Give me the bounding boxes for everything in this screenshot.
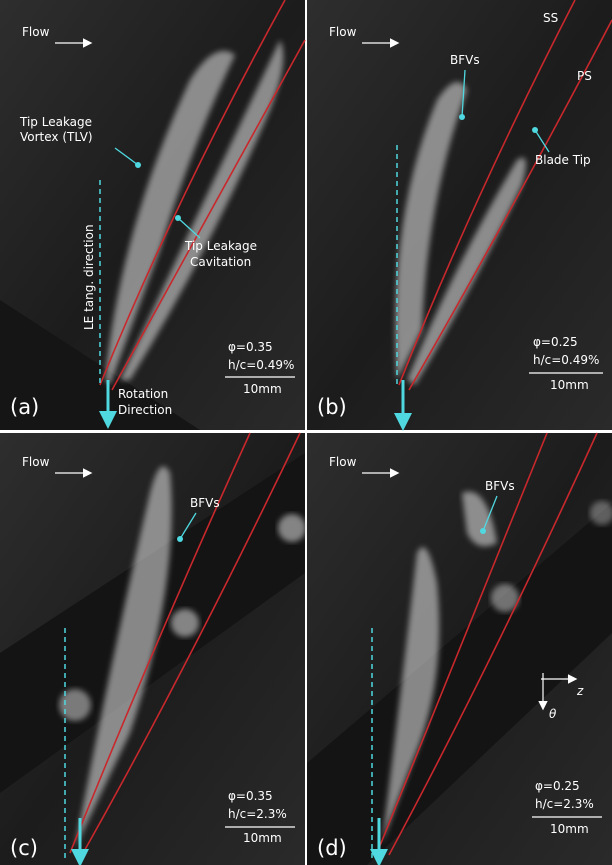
blade-edge	[408, 19, 612, 391]
phi: φ=0.35	[228, 340, 273, 354]
scale-label: 10mm	[243, 382, 282, 396]
flow-label: Flow	[22, 25, 50, 39]
annotation: BFVs	[190, 496, 220, 510]
annotation: Tip Leakage	[19, 115, 92, 129]
annotation: SS	[543, 11, 558, 25]
panel-c: Flow BFVs φ=0.35 h/c=2.3% 10mm (c)	[0, 432, 306, 865]
reflection	[171, 609, 199, 637]
panel-label: (c)	[10, 836, 38, 860]
annotation: Direction	[118, 403, 172, 417]
leader-dot	[175, 215, 181, 221]
cavitation	[120, 40, 284, 380]
axis-label: θ	[549, 707, 557, 721]
blade-edge	[376, 432, 548, 854]
leader	[114, 147, 139, 166]
annotation: Vortex (TLV)	[20, 130, 93, 144]
scale-label: 10mm	[550, 822, 589, 836]
blade-edge	[111, 39, 306, 391]
annotation: PS	[577, 69, 592, 83]
leader	[177, 217, 201, 239]
cavitation	[382, 547, 440, 843]
annotation: BFVs	[450, 53, 480, 67]
cavitation	[75, 466, 172, 848]
annotation: Tip Leakage	[184, 239, 257, 253]
leader	[534, 129, 550, 153]
hc: h/c=2.3%	[535, 797, 594, 811]
panel-label: (d)	[317, 836, 347, 860]
reflection	[59, 689, 91, 721]
phi: φ=0.25	[535, 779, 580, 793]
annotation: Cavitation	[190, 255, 251, 269]
phi: φ=0.35	[228, 789, 273, 803]
panel-b: Flow SS PS BFVs Blade Tip φ=0.25 h/c=0.4…	[307, 0, 612, 431]
cavitation	[462, 491, 497, 547]
flow-label: Flow	[329, 25, 357, 39]
hc: h/c=0.49%	[533, 353, 599, 367]
annotation: Rotation	[118, 387, 168, 401]
reflection	[590, 501, 612, 525]
axis-label: z	[576, 684, 584, 698]
leader	[179, 512, 197, 540]
leader-dot	[459, 114, 465, 120]
reflection	[278, 514, 306, 542]
cavitation	[395, 82, 467, 380]
flow-label: Flow	[329, 455, 357, 469]
cavitation	[105, 50, 235, 385]
annotation: LE tang. direction	[82, 224, 96, 330]
blade-edge	[69, 432, 251, 854]
leader-dot	[532, 127, 538, 133]
shadow	[307, 503, 612, 865]
blade-edge	[388, 432, 598, 856]
annotation: BFVs	[485, 479, 515, 493]
photo	[307, 0, 612, 430]
blade-edge	[398, 0, 576, 386]
cavitation	[407, 157, 526, 385]
leader-dot	[480, 528, 486, 534]
annotation: Blade Tip	[535, 153, 591, 167]
phi: φ=0.25	[533, 335, 578, 349]
leader-dot	[177, 536, 183, 542]
blade-edge	[81, 432, 301, 856]
reflection	[491, 584, 519, 612]
leader	[482, 495, 498, 532]
scale-label: 10mm	[550, 378, 589, 392]
leader-dot	[135, 162, 141, 168]
flow-label: Flow	[22, 455, 50, 469]
blade-edge	[99, 0, 286, 386]
leader	[461, 69, 466, 118]
hc: h/c=2.3%	[228, 807, 287, 821]
hc: h/c=0.49%	[228, 358, 294, 372]
panel-label: (a)	[10, 395, 39, 419]
scale-label: 10mm	[243, 831, 282, 845]
panel-d: Flow BFVs z θ φ=0.25 h/c=2.3% 10mm (d)	[307, 432, 612, 865]
panel-a: Flow Tip Leakage Vortex (TLV) Tip Leakag…	[0, 0, 306, 430]
panel-label: (b)	[317, 395, 347, 419]
